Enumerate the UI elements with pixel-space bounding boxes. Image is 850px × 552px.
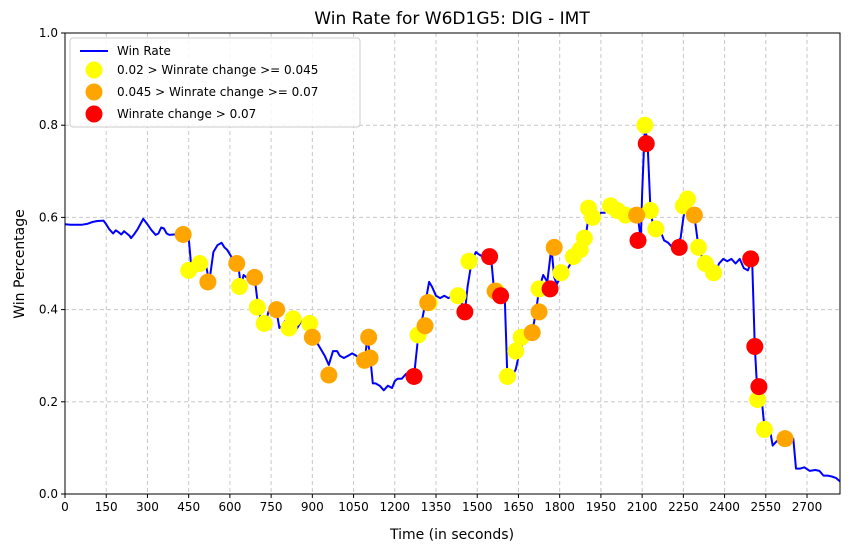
orange-marker bbox=[776, 430, 794, 448]
orange-marker bbox=[268, 301, 286, 319]
yellow-marker bbox=[749, 390, 767, 408]
x-tick-label: 1350 bbox=[421, 500, 452, 514]
red-marker bbox=[629, 231, 647, 249]
orange-marker bbox=[320, 366, 338, 384]
red-marker bbox=[541, 280, 559, 298]
y-tick-label: 0.4 bbox=[39, 303, 58, 317]
x-tick-label: 2250 bbox=[668, 500, 699, 514]
x-tick-label: 2550 bbox=[751, 500, 782, 514]
y-tick-label: 0.6 bbox=[39, 210, 58, 224]
x-tick-label: 2400 bbox=[709, 500, 740, 514]
marker-layer bbox=[174, 116, 794, 448]
y-tick-label: 0.8 bbox=[39, 118, 58, 132]
yellow-marker bbox=[284, 310, 302, 328]
y-axis-title: Win Percentage bbox=[12, 209, 28, 319]
orange-marker bbox=[419, 294, 437, 312]
x-tick-label: 1050 bbox=[338, 500, 369, 514]
orange-marker bbox=[685, 206, 703, 224]
legend-label: 0.045 > Winrate change >= 0.07 bbox=[117, 85, 318, 99]
red-marker bbox=[750, 378, 768, 396]
yellow-marker bbox=[575, 229, 593, 247]
yellow-marker bbox=[678, 190, 696, 208]
orange-marker bbox=[416, 317, 434, 335]
x-tick-label: 2700 bbox=[792, 500, 823, 514]
yellow-marker bbox=[705, 264, 723, 282]
yellow-marker bbox=[255, 314, 273, 332]
win-rate-line-layer bbox=[65, 124, 840, 483]
yellow-marker bbox=[248, 298, 266, 316]
orange-marker bbox=[545, 238, 563, 256]
yellow-marker bbox=[636, 116, 654, 134]
orange-marker bbox=[360, 328, 378, 346]
win-rate-line bbox=[65, 124, 840, 483]
x-axis-title: Time (in seconds) bbox=[389, 527, 514, 543]
yellow-marker bbox=[449, 287, 467, 305]
red-marker bbox=[742, 250, 760, 268]
yellow-marker bbox=[460, 252, 478, 270]
y-tick-label: 0.2 bbox=[39, 395, 58, 409]
yellow-marker bbox=[231, 278, 249, 296]
legend-label: Winrate change > 0.07 bbox=[117, 107, 256, 121]
x-tick-label: 600 bbox=[218, 500, 241, 514]
yellow-marker bbox=[755, 420, 773, 438]
x-tick-label: 1950 bbox=[586, 500, 617, 514]
legend-label: 0.02 > Winrate change >= 0.045 bbox=[117, 63, 318, 77]
axis-ticks: 0 150 300 450 600 750 900 1050 1200 1350 1500 1650 1… bbox=[39, 26, 822, 514]
legend-box bbox=[69, 37, 361, 128]
orange-marker bbox=[303, 328, 321, 346]
red-marker bbox=[746, 337, 764, 355]
x-tick-label: 450 bbox=[177, 500, 200, 514]
legend-marker-swatch bbox=[85, 105, 103, 123]
orange-marker bbox=[361, 349, 379, 367]
x-tick-label: 1200 bbox=[380, 500, 411, 514]
red-marker bbox=[670, 238, 688, 256]
legend-marker-swatch bbox=[85, 61, 103, 79]
red-marker bbox=[492, 287, 510, 305]
red-marker bbox=[405, 367, 423, 385]
x-tick-label: 150 bbox=[95, 500, 118, 514]
yellow-marker bbox=[641, 201, 659, 219]
red-marker bbox=[456, 303, 474, 321]
yellow-marker bbox=[498, 367, 516, 385]
y-tick-label: 0.0 bbox=[39, 487, 58, 501]
orange-marker bbox=[246, 268, 264, 286]
orange-marker bbox=[530, 303, 548, 321]
x-tick-label: 750 bbox=[260, 500, 283, 514]
x-tick-label: 2100 bbox=[627, 500, 658, 514]
orange-marker bbox=[199, 273, 217, 291]
red-marker bbox=[637, 135, 655, 153]
orange-marker bbox=[228, 255, 246, 272]
yellow-marker bbox=[647, 220, 665, 238]
yellow-marker bbox=[689, 238, 707, 256]
plot-frame bbox=[64, 32, 841, 495]
x-tick-label: 1500 bbox=[462, 500, 493, 514]
x-tick-label: 300 bbox=[136, 500, 159, 514]
x-tick-label: 0 bbox=[61, 500, 69, 514]
x-tick-label: 1800 bbox=[544, 500, 575, 514]
orange-marker bbox=[523, 324, 541, 342]
x-tick-label: 900 bbox=[301, 500, 324, 514]
yellow-marker bbox=[584, 208, 602, 226]
legend-label: Win Rate bbox=[117, 44, 171, 58]
legend-marker-swatch bbox=[85, 83, 103, 101]
yellow-marker bbox=[552, 264, 570, 282]
chart-title: Win Rate for W6D1G5: DIG - IMT bbox=[314, 9, 590, 29]
yellow-marker bbox=[191, 255, 209, 272]
x-tick-label: 1650 bbox=[503, 500, 534, 514]
orange-marker bbox=[174, 225, 192, 243]
yellow-marker bbox=[301, 314, 319, 332]
legend: Win Rate 0.02 > Winrate change >= 0.045 0… bbox=[69, 37, 361, 128]
yellow-marker bbox=[507, 342, 525, 360]
red-marker bbox=[481, 248, 499, 266]
y-tick-label: 1.0 bbox=[39, 26, 58, 40]
orange-marker bbox=[628, 206, 646, 224]
